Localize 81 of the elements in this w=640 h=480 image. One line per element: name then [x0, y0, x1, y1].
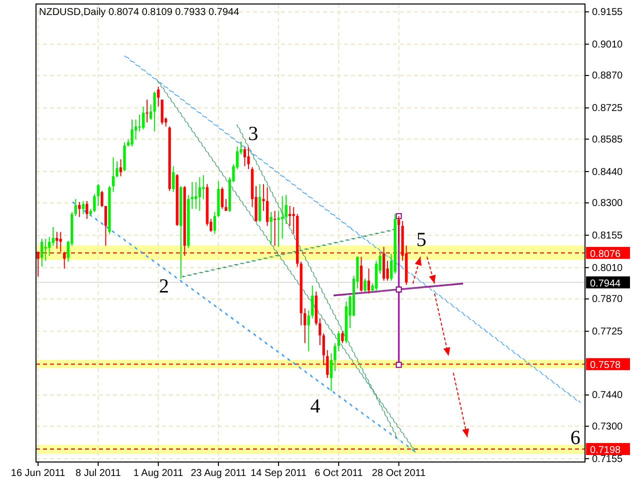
candlestick [56, 231, 58, 250]
candlestick [364, 278, 366, 292]
x-tick-label: 1 Aug 2011 [133, 468, 184, 480]
x-tick-label: 6 Oct 2011 [314, 468, 364, 480]
candlestick [157, 86, 160, 108]
y-tick-label: 0.7155 [592, 454, 624, 465]
x-tick-label: 23 Aug 2011 [190, 468, 247, 480]
x-tick-label: 16 Jun 2011 [10, 468, 66, 480]
y-tick-label: 0.8300 [592, 198, 624, 210]
x-tick-label: 14 Sep 2011 [250, 468, 307, 480]
candlestick [281, 196, 284, 240]
y-tick-label: 0.8870 [592, 70, 624, 82]
candlestick [142, 106, 145, 130]
candlestick [337, 330, 340, 352]
x-tick-label: 28 Oct 2011 [372, 468, 426, 480]
y-tick-label: 0.8585 [592, 134, 624, 146]
candlestick [130, 119, 134, 147]
candlestick [100, 190, 104, 208]
candlestick [198, 176, 201, 212]
annotation: 4 [310, 395, 320, 418]
candlestick [213, 212, 216, 234]
y-tick-label: 0.8010 [592, 262, 624, 274]
candlestick [172, 166, 175, 193]
candlestick [262, 184, 265, 212]
chart-title: NZDUSD,Daily 0.8074 0.8109 0.7933 0.7944 [39, 7, 240, 18]
y-tick-label: 0.8440 [592, 166, 624, 178]
candlestick [48, 236, 51, 256]
candlestick [292, 206, 295, 234]
candlestick [243, 146, 246, 167]
y-tick-label: 0.7440 [592, 390, 624, 402]
ref-line-label: 0.8076 [590, 248, 622, 260]
candlestick [153, 91, 156, 132]
y-tick-label: 0.9010 [592, 39, 624, 50]
y-tick-label: 0.7725 [592, 326, 624, 338]
annotation: 6 [570, 427, 580, 450]
candlestick [194, 182, 198, 210]
annotation: 3 [248, 122, 258, 145]
ref-line-label: 0.7198 [590, 445, 622, 456]
candlestick [330, 352, 332, 392]
candlestick [220, 186, 224, 210]
ref-line-label: 0.7578 [590, 360, 622, 372]
candlestick [266, 186, 269, 226]
candlestick [258, 184, 262, 222]
candlestick [82, 200, 84, 215]
candlestick [277, 210, 280, 248]
candlestick [304, 308, 306, 344]
y-tick-label: 0.8155 [592, 230, 624, 242]
candlestick [284, 194, 288, 224]
annotation: 2 [158, 276, 169, 298]
candlestick [86, 200, 88, 220]
candlestick [247, 146, 250, 170]
candlestick [202, 174, 205, 200]
candlestick [74, 198, 77, 217]
candlestick [318, 318, 322, 346]
candlestick [341, 330, 344, 344]
candlestick [138, 114, 141, 132]
candlestick [146, 99, 148, 123]
candlestick [116, 160, 118, 178]
candlestick [307, 310, 310, 352]
y-tick-label: 0.7300 [592, 421, 624, 432]
candlestick [311, 285, 314, 319]
candlestick [334, 342, 336, 372]
y-tick-label: 0.8725 [592, 103, 624, 114]
candlestick [104, 205, 108, 246]
candlestick [273, 210, 276, 246]
candlestick [270, 212, 272, 244]
y-tick-label: 0.9155 [592, 7, 624, 18]
candlestick [224, 198, 228, 212]
candlestick [288, 205, 292, 226]
candlestick [160, 99, 164, 125]
y-tick-label: 0.7870 [592, 294, 624, 306]
candlestick [190, 182, 194, 210]
annotation: 5 [416, 228, 426, 251]
candlestick [40, 238, 44, 268]
candlestick [93, 194, 96, 212]
candlestick [96, 184, 100, 206]
ref-line-label: 0.7944 [590, 278, 622, 290]
candlestick [367, 268, 370, 294]
candlestick [78, 201, 81, 218]
candlestick [52, 226, 54, 246]
x-tick-label: 8 Jul 2011 [75, 468, 122, 480]
